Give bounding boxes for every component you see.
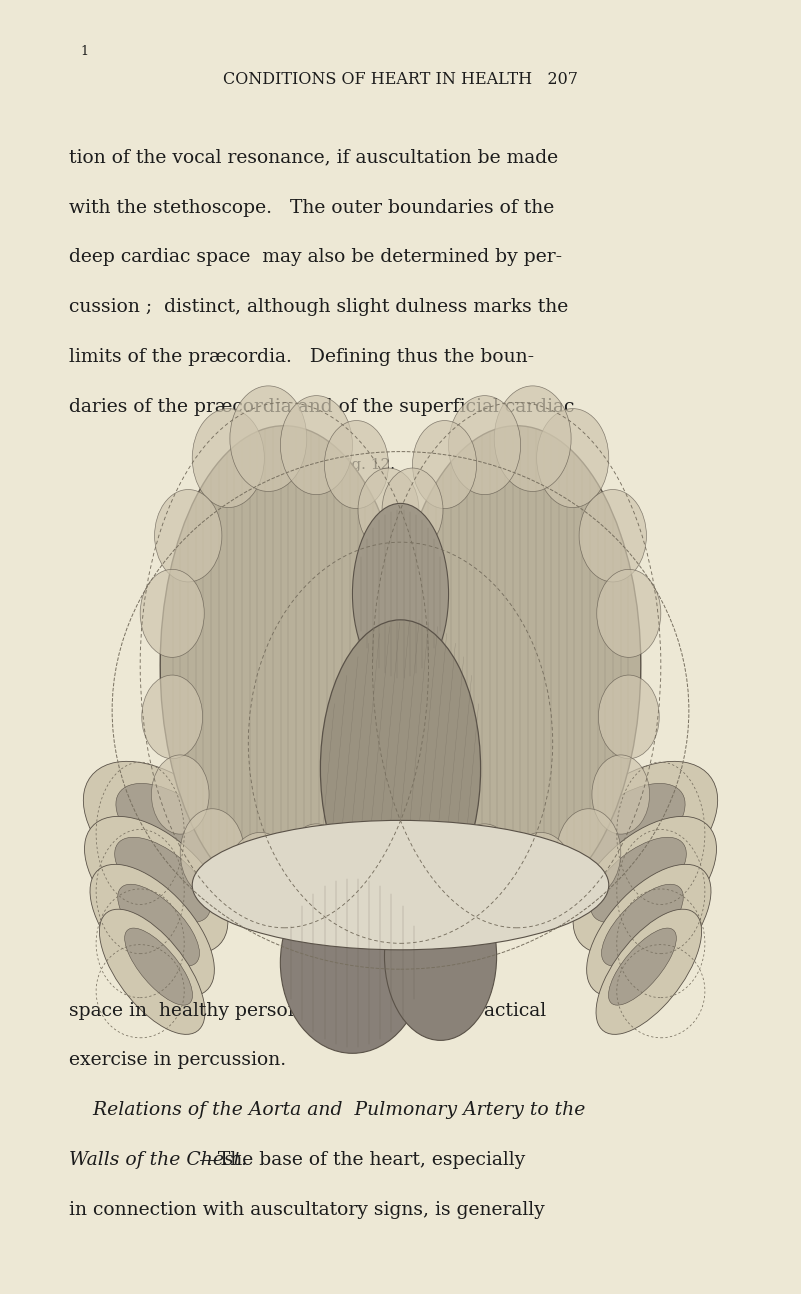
Ellipse shape (586, 864, 711, 996)
Ellipse shape (382, 468, 443, 551)
Ellipse shape (83, 761, 245, 906)
Ellipse shape (160, 426, 409, 905)
Ellipse shape (392, 426, 641, 905)
Ellipse shape (118, 884, 199, 967)
Ellipse shape (192, 409, 264, 507)
Ellipse shape (227, 832, 294, 925)
Text: —The base of the heart, especially: —The base of the heart, especially (199, 1152, 525, 1168)
Text: cussion ;  distinct, although slight dulness marks the: cussion ; distinct, although slight duln… (69, 298, 568, 316)
Text: exercise in percussion.: exercise in percussion. (69, 1051, 286, 1069)
Text: with the stethoscope.   The outer boundaries of the: with the stethoscope. The outer boundari… (69, 198, 554, 216)
Ellipse shape (358, 468, 419, 551)
Text: space in  healthy persons, makes a  good practical: space in healthy persons, makes a good p… (69, 1002, 546, 1020)
Ellipse shape (320, 620, 481, 917)
Ellipse shape (142, 675, 203, 758)
Ellipse shape (609, 928, 676, 1005)
Text: in connection with auscultatory signs, is generally: in connection with auscultatory signs, i… (69, 1201, 545, 1219)
Ellipse shape (140, 569, 204, 657)
Text: Relations of the Aorta and  Pulmonary Artery to the: Relations of the Aorta and Pulmonary Art… (69, 1101, 586, 1119)
Ellipse shape (192, 820, 609, 950)
Ellipse shape (579, 489, 646, 582)
Ellipse shape (280, 396, 352, 494)
Ellipse shape (230, 386, 307, 492)
Ellipse shape (449, 396, 521, 494)
Text: limits of the præcordia.   Defining thus the boun-: limits of the præcordia. Defining thus t… (69, 348, 534, 366)
Ellipse shape (537, 409, 609, 507)
Ellipse shape (90, 864, 215, 996)
Ellipse shape (592, 754, 650, 835)
Ellipse shape (384, 872, 497, 1040)
Ellipse shape (180, 809, 244, 897)
Text: Fig. 12.: Fig. 12. (336, 458, 396, 472)
Ellipse shape (99, 910, 205, 1034)
Ellipse shape (116, 783, 225, 873)
Ellipse shape (507, 832, 574, 925)
Text: daries of the præcordia and of the superficial cardiac: daries of the præcordia and of the super… (69, 399, 574, 415)
Ellipse shape (151, 754, 209, 835)
Text: CONDITIONS OF HEART IN HEALTH   207: CONDITIONS OF HEART IN HEALTH 207 (223, 71, 578, 88)
Text: Walls of the Chest.: Walls of the Chest. (69, 1152, 247, 1168)
Text: deep cardiac space  may also be determined by per-: deep cardiac space may also be determine… (69, 248, 562, 267)
Ellipse shape (286, 824, 347, 907)
Ellipse shape (324, 421, 388, 509)
Ellipse shape (597, 569, 661, 657)
Ellipse shape (155, 489, 222, 582)
Ellipse shape (454, 824, 515, 907)
Ellipse shape (352, 503, 449, 685)
Ellipse shape (413, 421, 477, 509)
Ellipse shape (596, 910, 702, 1034)
Text: 1: 1 (80, 45, 88, 58)
Ellipse shape (494, 386, 571, 492)
Ellipse shape (573, 817, 717, 954)
Text: tion of the vocal resonance, if auscultation be made: tion of the vocal resonance, if ausculta… (69, 149, 558, 167)
Ellipse shape (602, 884, 683, 967)
Ellipse shape (556, 761, 718, 906)
Ellipse shape (84, 817, 228, 954)
Bar (72, 479, 729, 994)
Ellipse shape (576, 783, 685, 873)
Ellipse shape (280, 872, 425, 1053)
Ellipse shape (590, 837, 686, 923)
Ellipse shape (598, 675, 659, 758)
Ellipse shape (125, 928, 192, 1005)
Ellipse shape (557, 809, 621, 897)
Ellipse shape (115, 837, 211, 923)
